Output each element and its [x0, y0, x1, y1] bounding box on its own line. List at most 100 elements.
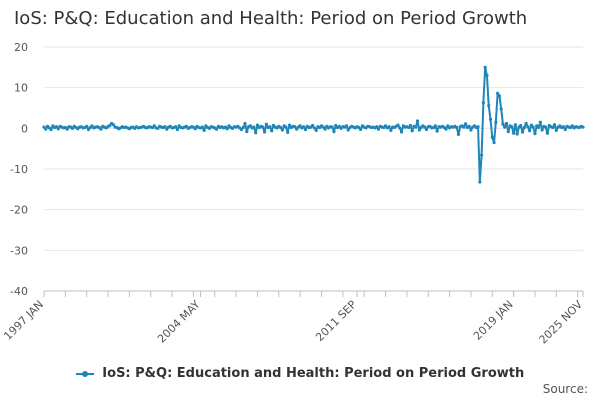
data-point[interactable] — [278, 125, 283, 130]
data-point[interactable] — [262, 130, 267, 134]
data-point[interactable] — [245, 129, 249, 134]
data-point[interactable] — [497, 94, 501, 98]
data-point[interactable] — [344, 124, 349, 128]
data-point[interactable] — [415, 119, 420, 123]
data-point[interactable] — [503, 125, 507, 129]
data-point[interactable] — [359, 127, 363, 132]
data-point[interactable] — [225, 127, 229, 131]
legend[interactable]: IoS: P&Q: Education and Health: Period o… — [0, 366, 600, 381]
data-point[interactable] — [524, 121, 528, 126]
data-point[interactable] — [252, 125, 256, 129]
data-point[interactable] — [417, 128, 421, 132]
data-point[interactable] — [375, 125, 379, 129]
data-point[interactable] — [56, 127, 60, 131]
data-point[interactable] — [485, 73, 489, 78]
data-point[interactable] — [49, 127, 53, 132]
data-point[interactable] — [376, 127, 381, 131]
data-point[interactable] — [314, 128, 318, 132]
data-point[interactable] — [387, 125, 391, 129]
data-point[interactable] — [302, 125, 306, 129]
data-point[interactable] — [483, 65, 487, 69]
data-point[interactable] — [545, 131, 550, 135]
data-point[interactable] — [492, 140, 496, 145]
data-point[interactable] — [312, 126, 316, 130]
data-point[interactable] — [323, 127, 327, 131]
data-point[interactable] — [510, 125, 514, 129]
data-point[interactable] — [303, 127, 308, 132]
data-point[interactable] — [200, 125, 204, 129]
data-point[interactable] — [456, 132, 461, 137]
data-point[interactable] — [435, 129, 439, 133]
data-point[interactable] — [293, 125, 297, 129]
data-point[interactable] — [330, 125, 334, 129]
data-point[interactable] — [444, 127, 448, 131]
data-point[interactable] — [280, 128, 284, 132]
data-point[interactable] — [332, 129, 336, 134]
data-point[interactable] — [480, 153, 484, 157]
data-point[interactable] — [476, 125, 480, 129]
data-point[interactable] — [515, 132, 519, 136]
data-point[interactable] — [346, 128, 350, 132]
data-point[interactable] — [423, 125, 427, 129]
data-point[interactable] — [433, 124, 437, 128]
data-point[interactable] — [111, 123, 115, 127]
data-point[interactable] — [175, 127, 180, 132]
data-point[interactable] — [544, 125, 548, 129]
data-point[interactable] — [455, 125, 459, 130]
data-point[interactable] — [270, 129, 274, 133]
data-point[interactable] — [241, 125, 245, 130]
data-point[interactable] — [526, 125, 530, 129]
data-point[interactable] — [519, 123, 523, 128]
data-point[interactable] — [44, 127, 48, 131]
data-point[interactable] — [286, 130, 290, 134]
data-point[interactable] — [551, 125, 555, 130]
data-point[interactable] — [531, 125, 535, 129]
data-point[interactable] — [563, 127, 567, 132]
data-point[interactable] — [513, 123, 518, 127]
data-point[interactable] — [424, 127, 429, 132]
data-point[interactable] — [522, 125, 526, 130]
data-point[interactable] — [499, 107, 503, 111]
data-point[interactable] — [501, 122, 505, 126]
data-point[interactable] — [214, 127, 219, 131]
data-point[interactable] — [469, 128, 473, 132]
data-point[interactable] — [65, 127, 69, 131]
data-point[interactable] — [396, 123, 400, 127]
data-point[interactable] — [463, 122, 468, 126]
data-point[interactable] — [243, 121, 247, 126]
data-point[interactable] — [538, 120, 542, 124]
data-point[interactable] — [490, 135, 494, 139]
data-point[interactable] — [504, 121, 509, 126]
data-point[interactable] — [311, 123, 315, 128]
data-point[interactable] — [536, 125, 541, 130]
data-point[interactable] — [389, 128, 393, 132]
data-point[interactable] — [254, 131, 258, 135]
data-point[interactable] — [261, 125, 265, 129]
data-point[interactable] — [496, 91, 500, 95]
data-point[interactable] — [287, 123, 292, 127]
data-point[interactable] — [174, 125, 178, 129]
data-point[interactable] — [512, 131, 516, 135]
data-point[interactable] — [202, 128, 206, 132]
data-point[interactable] — [494, 120, 498, 124]
data-point[interactable] — [284, 125, 288, 129]
data-point[interactable] — [85, 124, 89, 128]
data-point[interactable] — [99, 127, 103, 131]
data-point[interactable] — [410, 129, 414, 133]
data-point[interactable] — [481, 101, 485, 105]
data-point[interactable] — [561, 125, 566, 129]
data-point[interactable] — [399, 130, 404, 134]
data-point[interactable] — [255, 123, 260, 127]
data-point[interactable] — [264, 122, 268, 126]
data-point[interactable] — [487, 103, 491, 108]
data-point[interactable] — [554, 128, 558, 132]
data-point[interactable] — [552, 123, 557, 127]
data-point[interactable] — [488, 117, 493, 121]
data-point[interactable] — [540, 128, 544, 132]
data-point[interactable] — [520, 130, 525, 134]
data-point[interactable] — [506, 129, 510, 134]
data-point[interactable] — [462, 125, 466, 129]
data-point[interactable] — [193, 127, 197, 131]
data-point[interactable] — [268, 125, 272, 129]
data-point[interactable] — [467, 124, 471, 128]
